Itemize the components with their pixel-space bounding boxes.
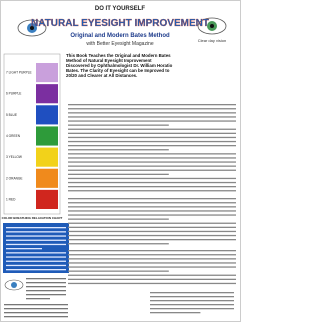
note: Clear day vision [198, 38, 226, 43]
text-line [68, 149, 169, 150]
text-line [68, 161, 236, 162]
text-line [68, 283, 236, 284]
text-line [4, 312, 68, 313]
text-line [68, 275, 236, 276]
text-line [6, 235, 66, 236]
text-line [6, 252, 66, 253]
text-line [68, 157, 236, 158]
text-line [26, 286, 66, 287]
text-line [6, 244, 66, 245]
color-label: 3 YELLOW [6, 155, 22, 159]
text-line [26, 282, 66, 283]
chart-caption: COLOR BREATHING RELAXATION CHART [2, 216, 63, 220]
text-line [68, 166, 236, 167]
text-line [68, 133, 236, 134]
text-line [68, 214, 236, 215]
text-line [68, 170, 236, 171]
text-line [68, 219, 169, 220]
kicker: DO IT YOURSELF [95, 6, 146, 12]
text-line [150, 304, 234, 305]
text-line [150, 308, 234, 309]
text-line [68, 108, 236, 109]
text-line [6, 269, 66, 270]
text-line [68, 239, 236, 240]
text-line [68, 186, 236, 187]
text-line [68, 153, 236, 154]
text-line [68, 279, 236, 280]
text-line [68, 112, 236, 113]
text-line [4, 316, 68, 317]
color-swatch [36, 105, 58, 124]
text-line [26, 298, 50, 299]
page: DO IT YOURSELF NATURAL EYESIGHT IMPROVEM… [0, 0, 241, 322]
color-label: 2 ORANGE [6, 176, 22, 180]
text-line [68, 104, 236, 105]
color-label: 4 GREEN [6, 134, 21, 138]
text-line [68, 254, 236, 255]
text-line [150, 312, 200, 313]
text-line [68, 174, 169, 175]
text-line [150, 292, 234, 293]
text-line [26, 294, 66, 295]
color-label: 6 PURPLE [6, 92, 21, 96]
text-line [26, 278, 66, 279]
text-line [68, 235, 236, 236]
text-line [68, 258, 236, 259]
text-line [68, 129, 236, 130]
text-line [68, 266, 236, 267]
color-swatch [36, 169, 58, 188]
text-line [68, 137, 236, 138]
color-swatch [36, 84, 58, 103]
text-line [68, 271, 169, 272]
text-line [68, 178, 236, 179]
text-line [68, 116, 236, 117]
text-line [68, 262, 236, 263]
text-line [6, 231, 66, 232]
text-line [6, 261, 66, 262]
subtitle: Original and Modern Bates Method [70, 33, 170, 39]
text-line [68, 182, 236, 183]
color-swatch [36, 63, 58, 82]
color-swatch [36, 190, 58, 209]
text-line [6, 248, 42, 249]
color-label: 1 RED [6, 197, 16, 201]
text-line [68, 206, 236, 207]
cover: DO IT YOURSELF NATURAL EYESIGHT IMPROVEM… [0, 0, 241, 322]
text-line [26, 290, 66, 291]
color-swatch [36, 126, 58, 145]
text-line [68, 125, 169, 126]
text-line [68, 120, 236, 121]
text-line [4, 304, 68, 305]
color-label: 5 BLUE [6, 113, 17, 117]
text-line [68, 231, 236, 232]
eye-small [5, 280, 23, 290]
text-line [150, 300, 234, 301]
text-line [68, 223, 236, 224]
text-line [68, 202, 236, 203]
text-line [68, 190, 236, 191]
title: NATURAL EYESIGHT IMPROVEMENT [31, 18, 209, 29]
text-line [68, 250, 236, 251]
text-line [68, 198, 236, 199]
color-swatch [36, 148, 58, 167]
text-line [4, 308, 68, 309]
text-line [6, 240, 66, 241]
text-line [6, 227, 66, 228]
intro-box: This Book Teaches the Original and Moder… [66, 53, 174, 101]
color-label: 7 LIGHT PURPLE [6, 71, 32, 75]
text-line [68, 227, 236, 228]
text-line [6, 265, 66, 266]
text-line [68, 141, 236, 142]
intro: This Book Teaches the Original and Moder… [66, 53, 174, 78]
text-line [68, 145, 236, 146]
text-line [68, 243, 169, 244]
text-line [150, 296, 234, 297]
tagline: with Better Eyesight Magazine [86, 41, 153, 47]
text-line [6, 256, 66, 257]
text-line [68, 210, 236, 211]
